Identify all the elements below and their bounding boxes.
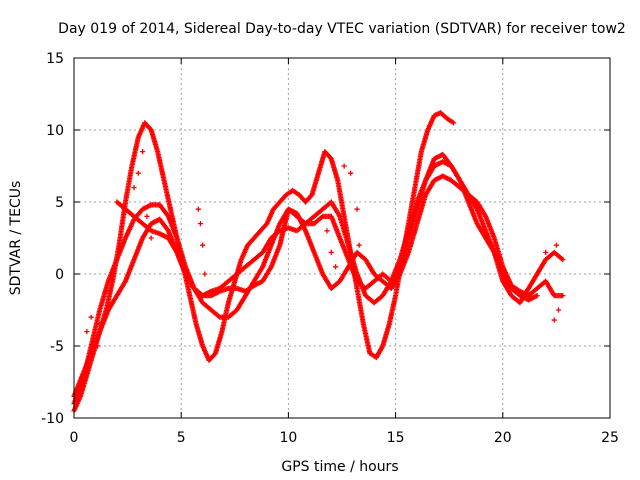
x-axis-label: GPS time / hours: [281, 459, 398, 475]
scattered-point: [551, 317, 557, 323]
scattered-point: [543, 249, 549, 255]
plot-frame: [73, 57, 611, 419]
y-tick-label: -5: [50, 339, 64, 355]
scattered-point: [84, 329, 90, 335]
data-points: [71, 110, 566, 414]
axis-ticks: 0 5 10 15 20 25 -10 -5 0 5 10 15: [41, 51, 619, 446]
data-point-track-3: [560, 293, 566, 299]
scattered-point: [94, 343, 101, 349]
x-tick-label: 25: [601, 430, 619, 446]
chart-title: Day 019 of 2014, Sidereal Day-to-day VTE…: [58, 21, 626, 37]
scattered-point: [555, 307, 562, 313]
x-tick-label: 5: [177, 430, 186, 446]
scattered-point: [131, 185, 137, 191]
y-axis-label: SDTVAR / TECUs: [8, 181, 24, 296]
scattered-point: [135, 170, 141, 176]
data-point-track-2: [560, 257, 566, 263]
scattered-point: [140, 149, 146, 155]
scattered-point: [341, 163, 347, 169]
scattered-point: [324, 228, 330, 234]
grid-lines: [74, 58, 610, 418]
y-tick-label: 5: [55, 195, 64, 211]
scattered-point: [97, 321, 103, 327]
y-tick-label: 15: [46, 51, 64, 67]
scattered-point: [197, 221, 204, 227]
scattered-point: [354, 206, 360, 212]
scattered-point: [195, 206, 201, 212]
y-tick-label: 0: [55, 267, 64, 283]
y-tick-label: 10: [46, 123, 64, 139]
scattered-point: [202, 271, 208, 277]
data-point-track-1: [450, 120, 457, 126]
x-tick-label: 0: [70, 430, 79, 446]
y-tick-label: -10: [41, 411, 64, 427]
x-tick-label: 10: [279, 430, 297, 446]
x-tick-label: 15: [387, 430, 405, 446]
scattered-point: [200, 242, 206, 248]
scattered-point: [204, 293, 210, 299]
scattered-point: [148, 235, 154, 241]
scattered-point: [356, 242, 362, 248]
scattered-point: [347, 170, 354, 176]
x-tick-label: 20: [494, 430, 512, 446]
scattered-point: [553, 242, 559, 248]
scattered-point: [332, 264, 339, 270]
scattered-point: [144, 213, 150, 219]
data-point-track-4: [534, 293, 540, 299]
scattered-point: [88, 314, 94, 320]
scattered-point: [328, 249, 334, 255]
